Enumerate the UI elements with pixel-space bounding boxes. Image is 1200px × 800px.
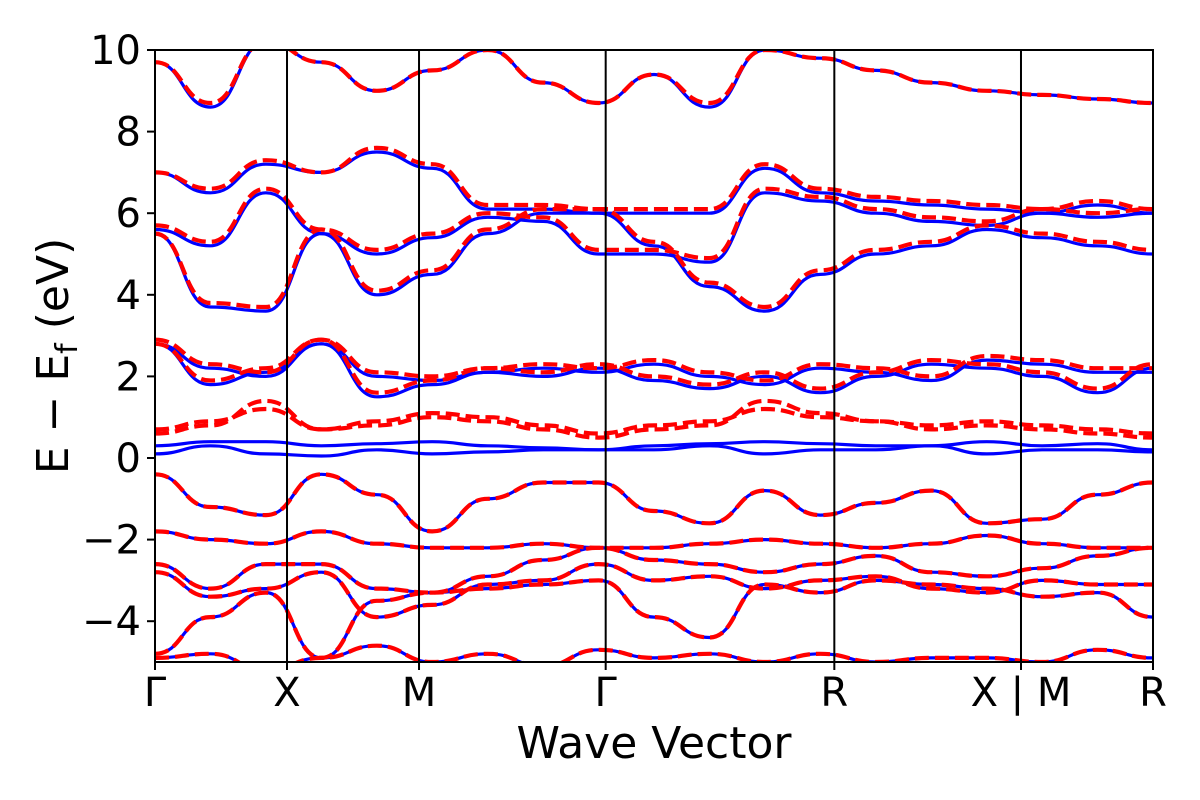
- band-line-0-5: [155, 472, 1153, 534]
- band-line-0-6: [155, 444, 1153, 458]
- x-tick-label: M: [402, 670, 437, 716]
- y-tick-label: 10: [90, 28, 141, 74]
- y-axis-title-subscript: f: [50, 342, 85, 354]
- band-line-1-2: [155, 561, 1153, 620]
- bands-layer: [155, 50, 1153, 662]
- x-axis-title: Wave Vector: [517, 718, 793, 769]
- y-axis-title-unit: (eV): [28, 238, 79, 330]
- x-tick-label: R: [1139, 670, 1167, 716]
- band-line-0-13: [155, 50, 1153, 109]
- y-axis-title: E − Ef (eV): [28, 238, 85, 475]
- y-tick-label: 2: [116, 354, 141, 400]
- band-line-1-9: [155, 337, 1153, 383]
- y-tick-label: 4: [116, 273, 141, 319]
- y-tick-label: 8: [116, 110, 141, 156]
- svg-text:E − Ef (eV): E − Ef (eV): [28, 238, 85, 475]
- plot-frame: [154, 49, 1154, 663]
- y-tick-label: −2: [82, 518, 141, 564]
- series-dashed: [155, 50, 1153, 662]
- y-tick-label: 0: [116, 436, 141, 482]
- x-axis-ticks: Γ X M Γ R X | M R: [144, 662, 1167, 716]
- band-line-1-7: [155, 398, 1153, 440]
- x-tick-label: R: [820, 670, 848, 716]
- band-line-1-4: [155, 529, 1153, 550]
- x-tick-label: X | M: [971, 670, 1072, 716]
- y-axis-title-gap: [28, 329, 79, 343]
- band-line-1-3: [155, 545, 1153, 595]
- x-tick-label: Γ: [595, 670, 618, 716]
- band-line-1-10: [155, 206, 1153, 310]
- y-tick-label: −4: [82, 599, 141, 645]
- band-line-0-12: [155, 150, 1153, 219]
- k-point-dividers: [286, 50, 1022, 662]
- band-line-1-6: [155, 406, 1153, 436]
- band-line-1-5: [155, 472, 1153, 534]
- band-line-1-1: [155, 578, 1153, 661]
- band-line-0-9: [155, 342, 1153, 387]
- band-line-0-3: [155, 546, 1153, 595]
- y-axis-ticks: 10 8 6 4 2 0 −2 −4: [82, 28, 155, 645]
- band-line-0-8: [155, 342, 1153, 399]
- y-axis-title-main: E − E: [28, 354, 79, 474]
- x-tick-label: X: [273, 670, 300, 716]
- band-line-1-13: [155, 50, 1153, 106]
- band-line-0-7: [155, 440, 1153, 452]
- band-line-1-8: [155, 337, 1153, 395]
- x-tick-label: Γ: [144, 670, 167, 716]
- band-line-1-12: [155, 145, 1153, 216]
- y-tick-label: 6: [116, 191, 141, 237]
